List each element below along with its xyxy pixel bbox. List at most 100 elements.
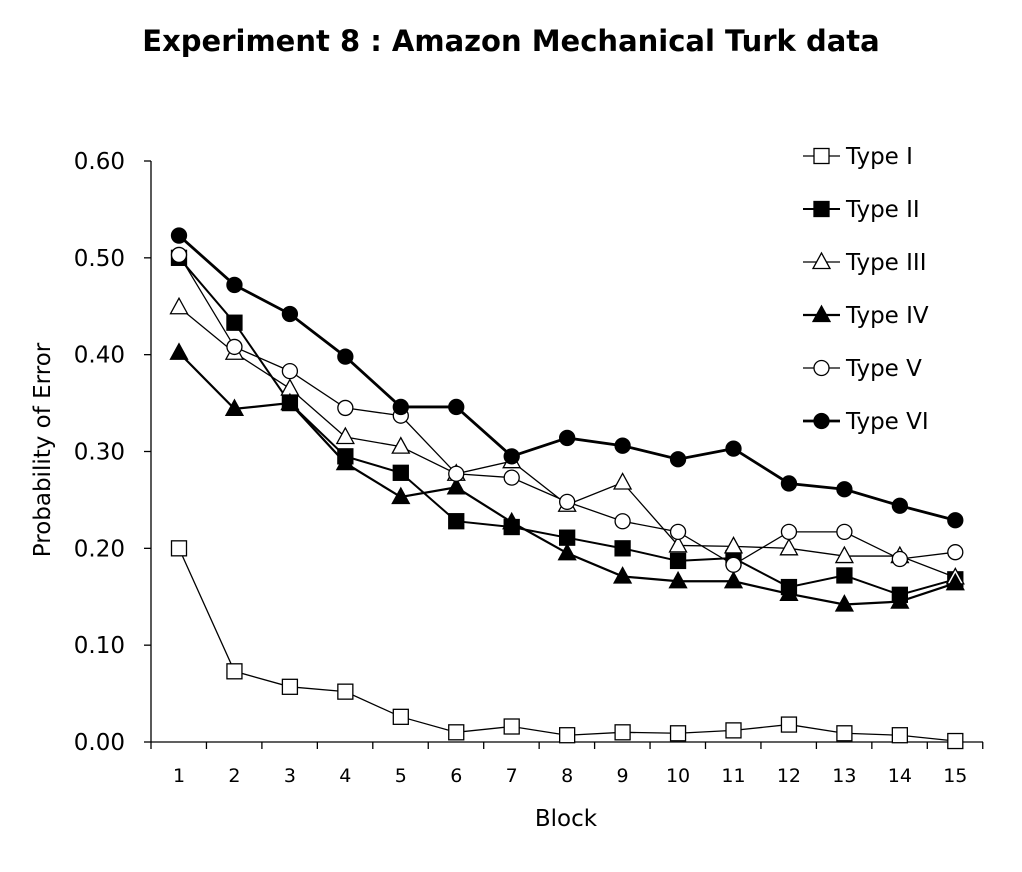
legend-type-i-marker — [813, 147, 830, 165]
series-type-v-point — [337, 399, 354, 417]
series-type-iv-point — [613, 566, 633, 584]
series-type-iv-point — [446, 476, 466, 495]
series-type-iii-point — [834, 545, 854, 564]
series-type-ii-point — [226, 314, 243, 331]
x-tick-label: 9 — [617, 765, 629, 787]
legend-type-vi-label: Type VI — [845, 409, 929, 435]
series-type-i — [170, 540, 964, 750]
legend-type-ii: Type II — [803, 197, 920, 223]
series-type-v-point — [559, 493, 576, 511]
series-type-i-point — [226, 663, 243, 680]
series-type-v-point — [780, 523, 798, 541]
series-type-iv-point — [668, 570, 688, 589]
x-tick-label: 10 — [666, 765, 690, 787]
series-type-i-point — [170, 540, 188, 557]
series-type-v-point — [448, 465, 465, 482]
legend-type-vi: Type VI — [803, 409, 929, 435]
x-tick-label: 15 — [943, 765, 967, 787]
series-type-i-point — [780, 716, 798, 733]
series-type-iii-point — [391, 436, 411, 454]
series-type-iv-point — [890, 591, 910, 609]
legend-type-iv: Type IV — [803, 303, 929, 329]
series-type-iv-point — [557, 542, 577, 561]
series-type-vi-point — [614, 437, 631, 454]
series-type-iv-point — [391, 486, 411, 505]
x-tick-label: 1 — [173, 765, 185, 787]
series-type-v-point — [226, 338, 243, 356]
legend-type-v-marker — [813, 359, 830, 377]
legend-type-iii-marker — [811, 251, 832, 270]
legend-type-iv-label: Type IV — [845, 303, 929, 329]
series-type-iv-point — [502, 511, 522, 530]
series-type-vi-line — [178, 234, 956, 522]
chart-title: Experiment 8 : Amazon Mechanical Turk da… — [142, 24, 880, 58]
series-type-vi-point — [281, 305, 299, 323]
series-type-i-point — [669, 725, 687, 742]
legend-type-ii-label: Type II — [845, 197, 920, 223]
x-tick-label: 14 — [888, 765, 912, 787]
legend-type-v-label: Type V — [845, 356, 922, 382]
series-type-iii-point — [613, 472, 633, 490]
legend-type-iii-label: Type III — [845, 250, 927, 276]
y-tick-label: 0.60 — [74, 149, 125, 175]
series-type-i-point — [559, 727, 576, 744]
series-type-vi-point — [337, 348, 354, 365]
series-type-ii-point — [614, 540, 631, 557]
y-tick-label: 0.40 — [74, 343, 125, 369]
series-type-v-point — [891, 550, 908, 568]
series-type-vi-point — [226, 276, 243, 294]
series-type-vi-point — [669, 451, 687, 468]
series-type-i-point — [392, 708, 409, 725]
series-type-iii-point — [335, 426, 355, 445]
series-type-vi-point — [947, 512, 964, 529]
legend-type-i: Type I — [803, 144, 913, 170]
series-type-ii-point — [669, 552, 687, 570]
x-tick-label: 6 — [450, 765, 462, 787]
series-type-iii-point — [779, 537, 799, 556]
legend-type-v: Type V — [803, 356, 922, 382]
series-type-iv-point — [335, 452, 355, 471]
series-type-vi-point — [392, 398, 409, 416]
series-type-vi-point — [503, 448, 520, 465]
series-type-iv-point — [723, 570, 744, 589]
y-tick-label: 0.00 — [74, 730, 125, 756]
series-type-v-point — [725, 556, 742, 573]
x-axis-title: Block — [535, 806, 598, 832]
series-type-v-point — [281, 362, 299, 380]
series-type-ii-point — [392, 464, 409, 481]
x-tick-label: 2 — [228, 765, 240, 787]
series-type-i-point — [614, 724, 631, 741]
series-type-v-point — [614, 513, 631, 530]
series-type-i-point — [337, 683, 354, 700]
legend: Type I Type II Type III Type IV Type V Type V… — [803, 144, 929, 435]
series-type-vi-point — [891, 497, 908, 514]
series-type-iv-point — [779, 583, 799, 601]
legend-type-iv-marker — [811, 304, 832, 323]
series-type-iv-point — [224, 398, 245, 417]
series-type-v-point — [947, 544, 964, 561]
series-type-v-point — [669, 523, 687, 541]
legend-type-iii: Type III — [803, 250, 927, 276]
y-tick-label: 0.20 — [74, 536, 125, 562]
series-type-iv-point — [169, 342, 189, 360]
series-type-iv-point — [834, 594, 854, 612]
series-type-v-point — [170, 246, 188, 264]
x-tick-label: 12 — [777, 765, 801, 787]
x-tick-label: 4 — [339, 765, 351, 787]
series-type-i-point — [947, 732, 964, 750]
series-type-v-point — [503, 469, 520, 486]
series-type-vi-point — [725, 440, 742, 457]
axes: 0.000.100.200.300.400.500.601 2 3 4 5 6 7 8 9 10 1… — [74, 149, 984, 787]
series-type-vi-point — [836, 481, 853, 498]
legend-type-i-label: Type I — [845, 144, 913, 170]
y-axis-title: Probability of Error — [30, 342, 56, 557]
series-type-i-point — [503, 718, 520, 735]
series-type-vi-point — [780, 475, 798, 492]
series-type-ii-point — [836, 567, 853, 584]
series-type-i-point — [448, 724, 465, 741]
x-tick-label: 8 — [561, 765, 573, 787]
x-tick-label: 11 — [721, 765, 745, 787]
series-type-iv-point — [280, 392, 300, 411]
legend-type-ii-marker — [813, 200, 830, 218]
